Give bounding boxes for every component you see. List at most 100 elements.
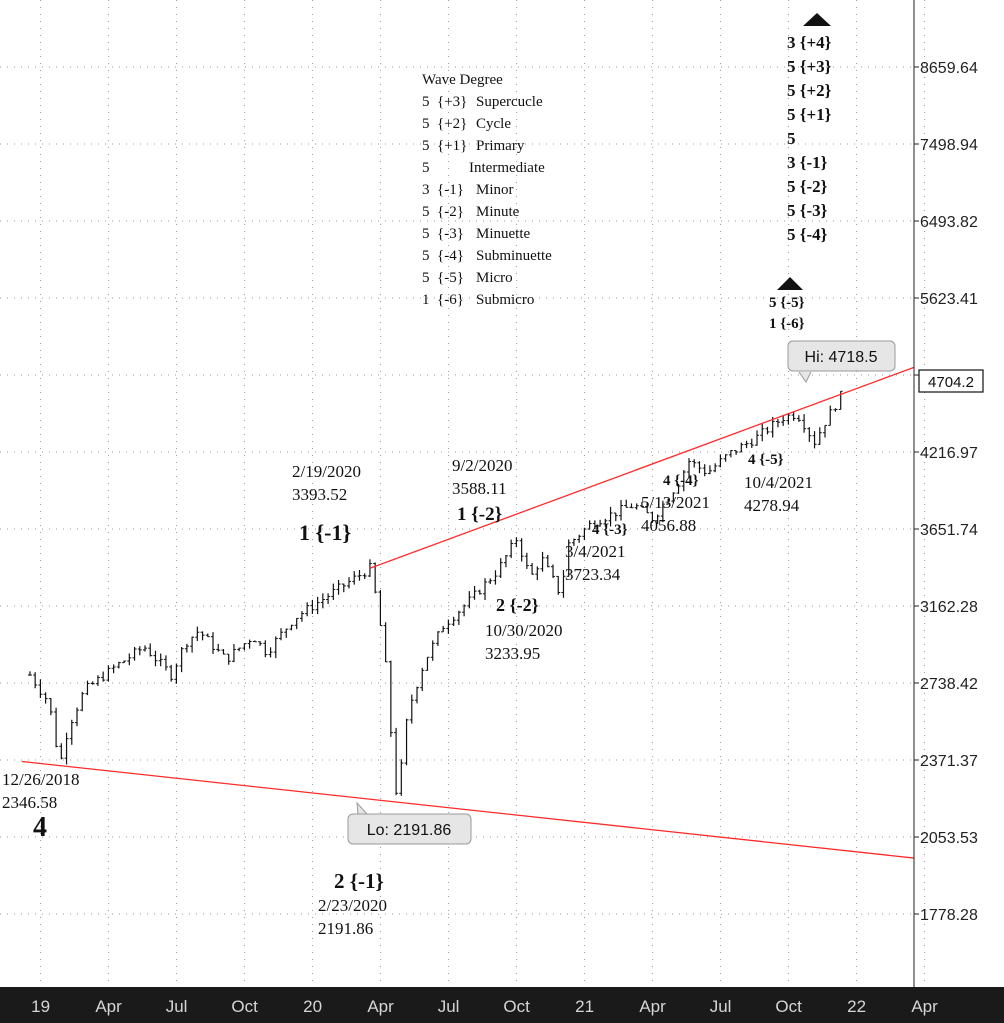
legend-count: 5 (422, 204, 430, 220)
wave-label: 1 {-2} (457, 504, 502, 525)
legend-degree-code: {-3} (437, 226, 464, 242)
legend-count: 1 (422, 292, 430, 308)
time-tick-label: 22 (847, 997, 866, 1016)
annotation-price: 4056.88 (641, 516, 696, 535)
time-tick-label: 19 (31, 997, 50, 1016)
legend-count: 5 (422, 226, 430, 242)
legend-count: 5 (422, 138, 430, 154)
time-tick-label: Apr (95, 997, 122, 1016)
triangle-up-icon (777, 277, 803, 290)
wave-label: 2 {-2} (496, 595, 539, 615)
legend-count: 5 (422, 94, 430, 110)
hi-label: Hi: 4718.5 (805, 349, 878, 366)
price-tick-label: 7498.94 (920, 137, 978, 154)
wave-count-top-line: 3 {+4} (787, 33, 832, 52)
wave-label: 4 {-5} (748, 452, 784, 468)
legend-degree-code: {-2} (437, 204, 464, 220)
time-tick-label: Apr (911, 997, 938, 1016)
wave-annotations: 4 12/26/2018 2346.58 1 {-1} 2/19/2020 3393.52… (2, 452, 813, 938)
wave-label: 1 {-1} (299, 520, 351, 545)
annotation-price: 2191.86 (318, 919, 373, 938)
legend-degree-name: Subminuette (476, 248, 552, 264)
annotation-date: 3/4/2021 (565, 542, 625, 561)
time-tick-label: Oct (231, 997, 258, 1016)
wave-annotation: 4 12/26/2018 2346.58 (2, 770, 79, 843)
price-tick-label: 2738.42 (920, 676, 978, 693)
wave-count-top-line: 5 {-3} (787, 201, 828, 220)
annotation-price: 4278.94 (744, 496, 800, 515)
wave-label: 4 {-3} (592, 522, 628, 538)
wave-count-top-line: 5 {-2} (787, 177, 828, 196)
hi-callout: Hi: 4718.5 (787, 340, 896, 383)
wave-count-top-line: 3 {-1} (787, 153, 828, 172)
legend-degree-name: Micro (476, 270, 513, 286)
trend-lines (21, 366, 915, 859)
last-price-tag: 4704.2 (918, 369, 984, 393)
annotation-price: 3723.34 (565, 565, 621, 584)
annotation-date: 12/26/2018 (2, 770, 79, 789)
legend-degree-code: {-1} (437, 182, 464, 198)
trend-line (369, 366, 915, 569)
wave-label: 4 {-4} (663, 473, 699, 489)
legend-degree-code: {+2} (437, 116, 467, 132)
legend-degree-code: {-4} (437, 248, 464, 264)
price-series (27, 390, 843, 796)
wave-count-mid-line: 5 {-5} (769, 295, 805, 311)
price-axis: 8659.647498.946493.825623.414869.684216.… (914, 60, 978, 924)
price-tick-label: 5623.41 (920, 291, 978, 308)
triangle-up-icon (803, 13, 831, 26)
annotation-date: 2/19/2020 (292, 462, 361, 481)
annotation-price: 3233.95 (485, 644, 540, 663)
time-tick-label: Jul (166, 997, 188, 1016)
annotation-date: 9/2/2020 (452, 456, 512, 475)
top-count-marker (803, 13, 831, 26)
wave-count-top: 3 {+4} 5 {+3} 5 {+2} 5 {+1} 5 3 {-1} 5 {-2} 5 {… (787, 33, 832, 244)
legend-degree-name: Minute (476, 204, 520, 220)
price-tick-label: 2053.53 (920, 830, 978, 847)
time-tick-label: Apr (367, 997, 394, 1016)
legend-degree-name: Minuette (476, 226, 530, 242)
legend-degree-name: Minor (476, 182, 514, 198)
wave-annotation: 4 {-4} 5/13/2021 4056.88 (641, 473, 710, 535)
annotation-price: 2346.58 (2, 793, 57, 812)
legend-degree-code: {-6} (437, 292, 464, 308)
time-tick-label: 20 (303, 997, 322, 1016)
wave-count-top-line: 5 {+2} (787, 81, 832, 100)
wave-count-top-line: 5 {+1} (787, 105, 832, 124)
legend-count: 5 (422, 270, 430, 286)
legend-degree-name: Cycle (476, 116, 511, 132)
time-tick-label: Apr (639, 997, 666, 1016)
annotation-date: 5/13/2021 (641, 493, 710, 512)
wave-annotation: 2 {-2} 10/30/2020 3233.95 (485, 595, 562, 663)
time-tick-label: Jul (710, 997, 732, 1016)
legend-degree-code: {-5} (437, 270, 464, 286)
legend-count: 5 (422, 160, 430, 176)
wave-count-top-line: 5 {-4} (787, 225, 828, 244)
wave-count-mid-line: 1 {-6} (769, 316, 805, 332)
legend-degree-code: {+3} (437, 94, 467, 110)
price-tick-label: 8659.64 (920, 60, 978, 77)
annotation-date: 10/30/2020 (485, 621, 562, 640)
legend-count: 5 (422, 116, 430, 132)
price-tick-label: 2371.37 (920, 753, 978, 770)
legend-degree-name: Supercucle (476, 94, 543, 110)
time-tick-label: Oct (503, 997, 530, 1016)
time-tick-label: Jul (438, 997, 460, 1016)
annotation-price: 3393.52 (292, 485, 347, 504)
wave-count-mid: 5 {-5} 1 {-6} (769, 295, 805, 332)
legend-degree-name: Primary (476, 138, 525, 154)
wave-label: 2 {-1} (334, 869, 384, 893)
legend-degree-name: Submicro (476, 292, 534, 308)
wave-annotation: 4 {-3} 3/4/2021 3723.34 (565, 522, 628, 584)
annotation-date: 10/4/2021 (744, 473, 813, 492)
price-tick-label: 4216.97 (920, 445, 978, 462)
wave-annotation: 4 {-5} 10/4/2021 4278.94 (744, 452, 813, 515)
lo-callout: Lo: 2191.86 (347, 801, 472, 845)
time-axis-background (0, 987, 1004, 1023)
wave-count-top-line: 5 (787, 129, 796, 148)
last-price-value: 4704.2 (928, 374, 974, 391)
time-tick-label: 21 (575, 997, 594, 1016)
lo-label: Lo: 2191.86 (367, 822, 452, 839)
legend-count: 5 (422, 248, 430, 264)
